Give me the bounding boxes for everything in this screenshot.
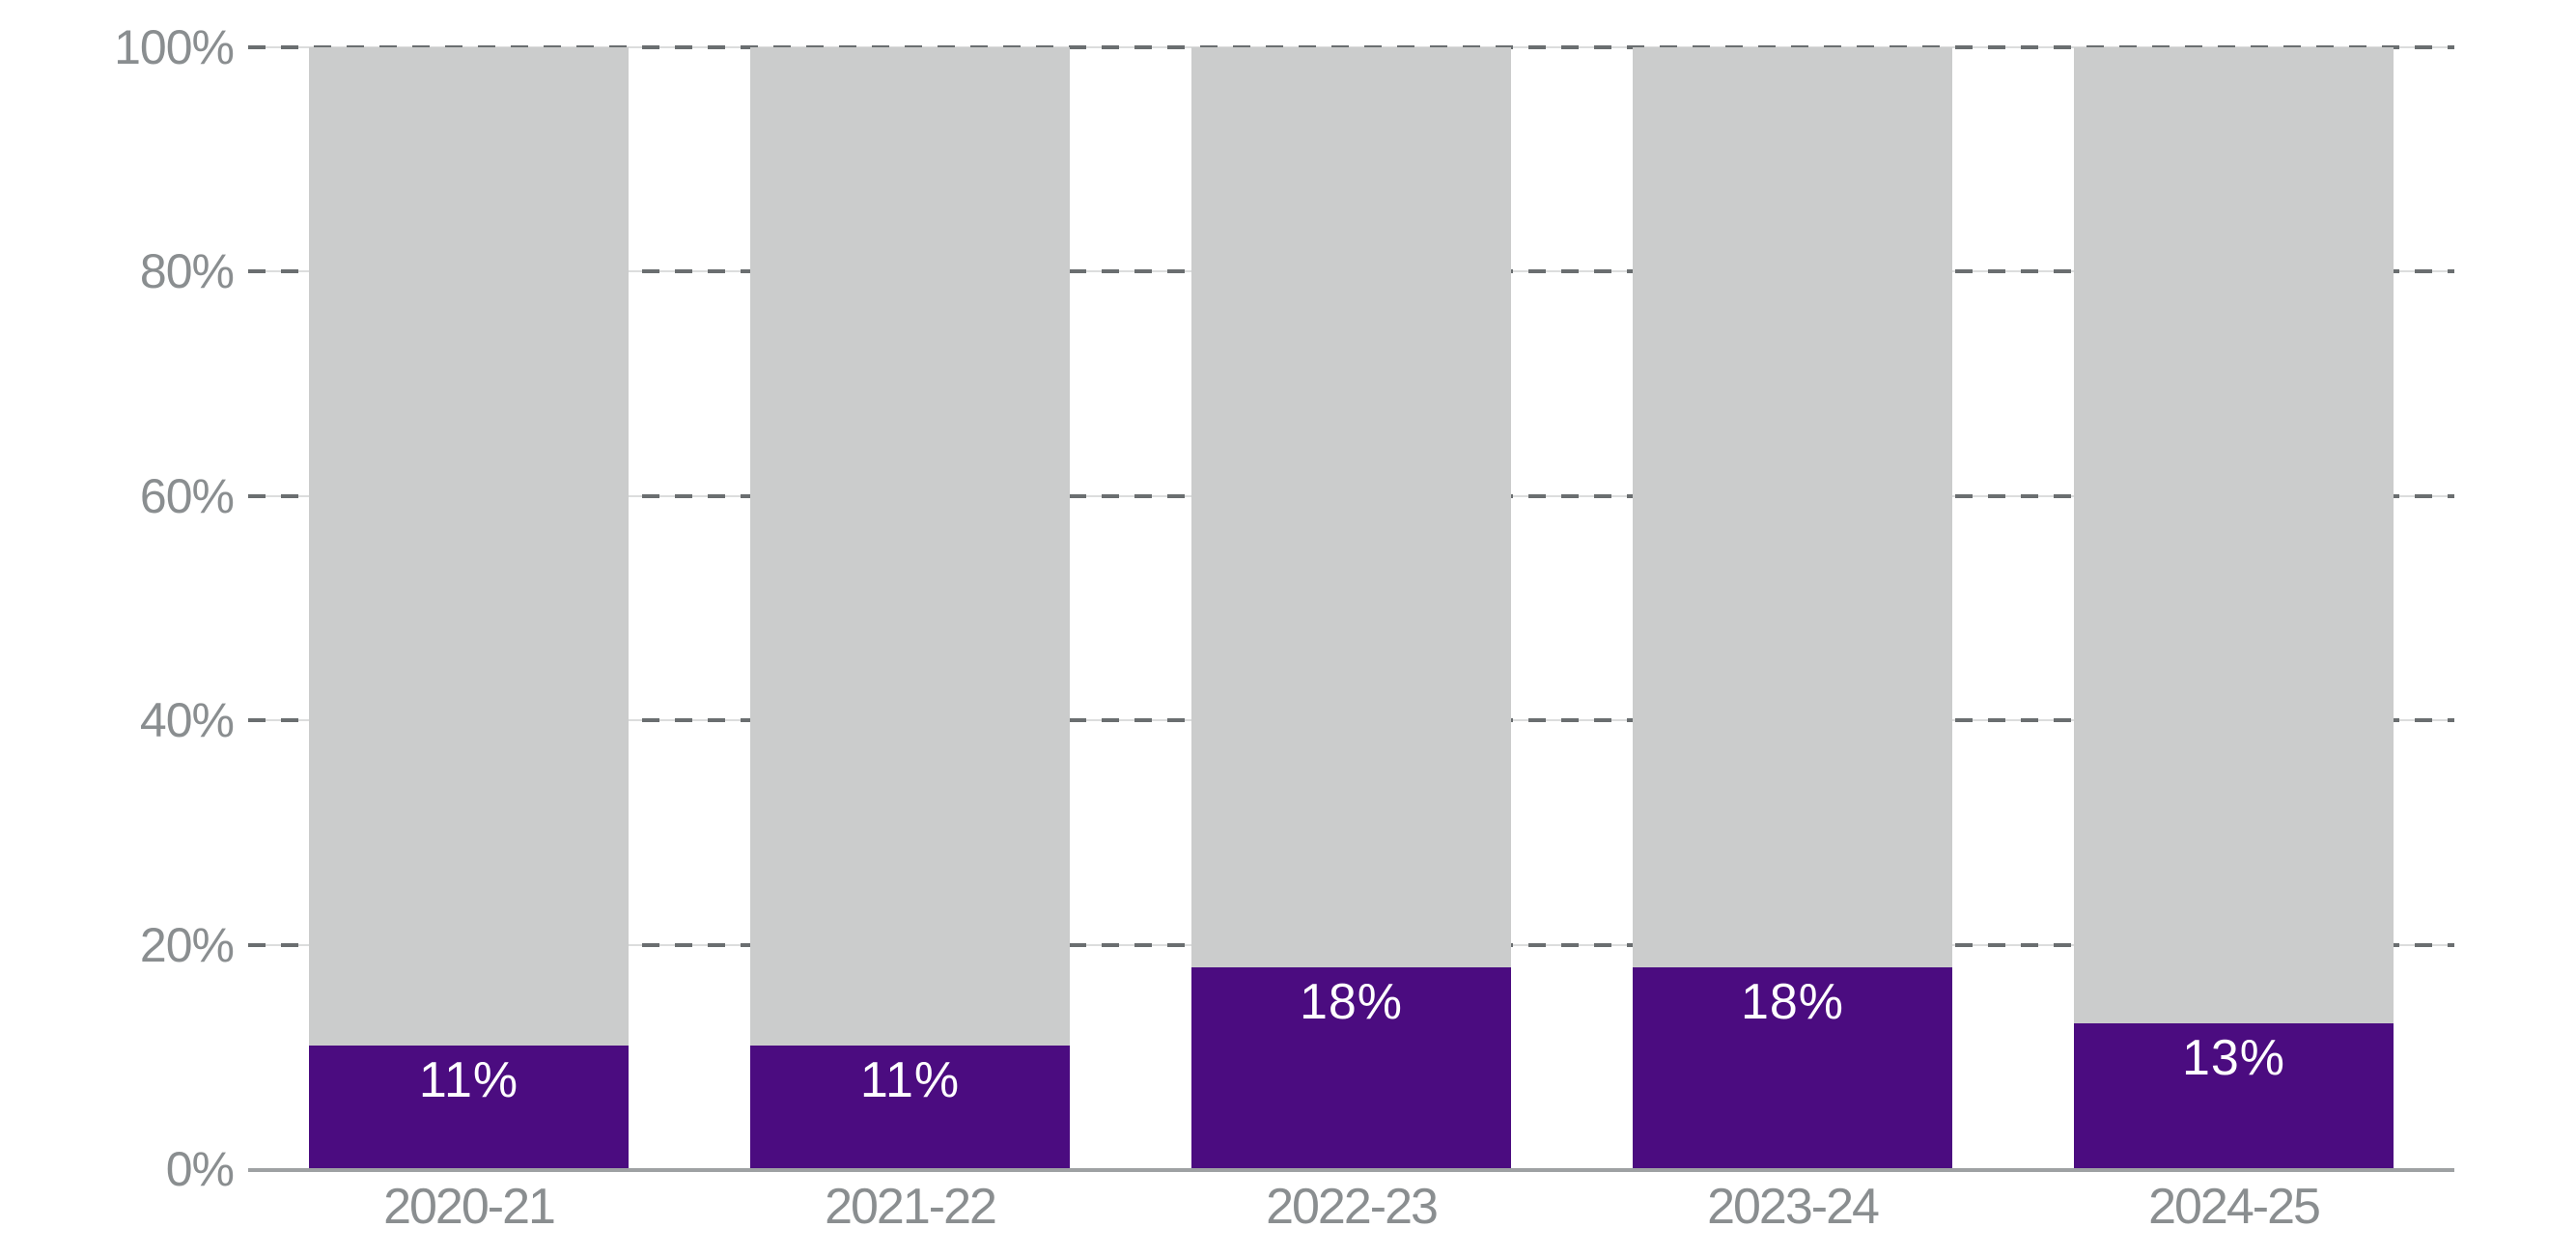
bar-segment-highlight: 13% [2074, 1022, 2394, 1169]
bar-segment-highlight: 18% [1633, 966, 1952, 1169]
x-axis-line [248, 1168, 2454, 1172]
y-tick-label-80: 80% [139, 244, 235, 299]
bar-value-label: 13% [2181, 1029, 2286, 1086]
bar-column-2023-24: 18% [1633, 47, 1952, 1169]
x-tick-label-2021-22: 2021-22 [825, 1179, 997, 1235]
bar-value-label: 11% [418, 1052, 519, 1109]
x-tick-label-2024-25: 2024-25 [2148, 1179, 2321, 1235]
y-tick-label-20: 20% [139, 917, 235, 972]
bar-value-label: 18% [1740, 973, 1845, 1030]
bar-segment-remainder [750, 47, 1070, 1169]
bar-value-label: 18% [1299, 973, 1404, 1030]
x-tick-label-2022-23: 2022-23 [1266, 1179, 1439, 1235]
x-tick-label-2023-24: 2023-24 [1707, 1179, 1880, 1235]
y-tick-label-60: 60% [139, 468, 235, 523]
bar-segment-remainder [309, 47, 629, 1169]
bar-column-2024-25: 13% [2074, 47, 2394, 1169]
y-tick-label-40: 40% [139, 693, 235, 748]
bar-column-2020-21: 11% [309, 47, 629, 1169]
bar-segment-remainder [2074, 47, 2394, 1169]
y-tick-label-100: 100% [114, 20, 235, 74]
bar-column-2022-23: 18% [1191, 47, 1511, 1169]
bar-segment-highlight: 11% [750, 1046, 1070, 1169]
bar-segment-highlight: 18% [1191, 966, 1511, 1169]
x-tick-label-2020-21: 2020-21 [383, 1179, 556, 1235]
y-tick-label-0: 0% [165, 1142, 235, 1196]
bar-segment-highlight: 11% [309, 1046, 629, 1169]
bar-column-2021-22: 11% [750, 47, 1070, 1169]
bar-value-label: 11% [859, 1052, 961, 1109]
